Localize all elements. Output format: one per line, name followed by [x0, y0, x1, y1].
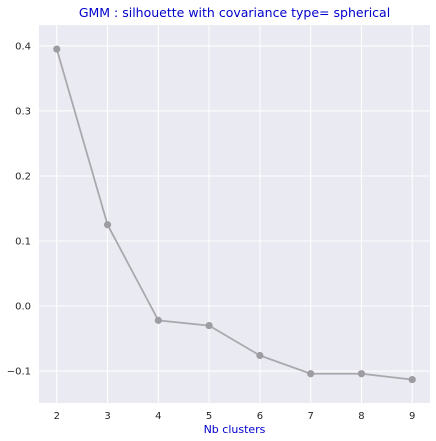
- y-tick-label: 0.4: [15, 41, 31, 52]
- x-tick-label: 3: [104, 411, 110, 422]
- plot-background: [39, 25, 430, 403]
- y-tick-label: 0.0: [15, 302, 31, 313]
- x-tick-label: 8: [358, 411, 364, 422]
- data-point: [409, 376, 416, 383]
- data-point: [307, 370, 314, 377]
- data-point: [206, 322, 213, 329]
- x-tick-label: 2: [54, 411, 60, 422]
- y-tick-label: 0.3: [15, 106, 31, 117]
- y-tick-label: −0.1: [7, 367, 31, 378]
- x-axis-label: Nb clusters: [204, 423, 266, 436]
- x-tick-labels: 2 3 4 5 6 7 8 9: [54, 411, 416, 422]
- data-point: [256, 352, 263, 359]
- y-tick-labels: 0.4 0.3 0.2 0.1 0.0 −0.1: [7, 41, 31, 377]
- chart-title: GMM : silhouette with covariance type= s…: [79, 5, 390, 20]
- data-point: [53, 45, 60, 52]
- y-tick-label: 0.2: [15, 171, 31, 182]
- x-tick-label: 6: [257, 411, 263, 422]
- y-tick-label: 0.1: [15, 237, 31, 248]
- x-tick-label: 9: [409, 411, 415, 422]
- data-point: [104, 221, 111, 228]
- data-point: [358, 370, 365, 377]
- x-tick-label: 4: [155, 411, 161, 422]
- x-tick-label: 5: [206, 411, 212, 422]
- x-tick-label: 7: [307, 411, 313, 422]
- data-point: [155, 317, 162, 324]
